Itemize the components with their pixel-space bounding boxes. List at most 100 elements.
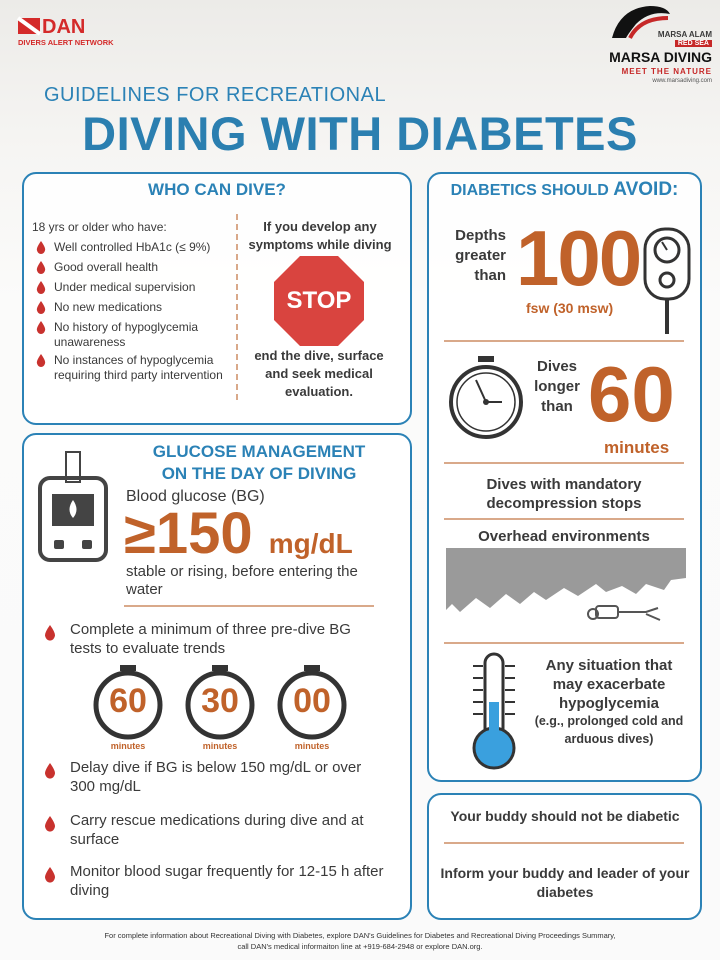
duration-label: Dives longer than	[534, 358, 580, 415]
drop-shape	[45, 763, 55, 779]
drop-shape	[36, 321, 46, 334]
marsa-url: www.marsadiving.com	[652, 78, 712, 84]
situation: Any situation that may exacerbate hypogl…	[545, 657, 673, 712]
bg-value: 150	[155, 501, 253, 566]
symptoms: If you develop any symptoms while diving	[248, 219, 392, 252]
avoid-title-text: DIABETICS SHOULD	[450, 182, 609, 199]
dan-flag	[16, 16, 42, 36]
timer-crown	[304, 665, 320, 671]
marsa-logo: MARSA ALAM RED SEA MARSA DIVING MEET THE…	[608, 4, 712, 88]
avoid-title: DIABETICS SHOULD AVOID:	[427, 179, 702, 201]
glucose-title: GLUCOSE MANAGEMENT ON THE DAY OF DIVING	[104, 441, 414, 485]
subtitle: GUIDELINES FOR RECREATIONAL	[44, 84, 387, 106]
marsa-emblem	[612, 6, 670, 39]
drop-shape	[36, 301, 46, 314]
marsa-name: MARSA DIVING	[609, 49, 712, 65]
stop-sign	[274, 256, 364, 346]
decompression: Dives with mandatory decompression stops	[486, 476, 642, 512]
criterion: Well controlled HbA1c (≤ 9%)	[54, 240, 211, 254]
timer-value: 30	[201, 682, 239, 720]
criterion: Under medical supervision	[54, 280, 196, 294]
timer-value: 60	[109, 682, 147, 720]
drop-icon	[45, 625, 55, 641]
buddy-panel	[427, 793, 702, 920]
dan-name: DAN	[42, 16, 86, 38]
divider	[124, 605, 374, 607]
buddy-item: Inform your buddy and leader of your dia…	[440, 865, 690, 900]
depth-label: Depths greater than	[455, 227, 506, 284]
timer-ring	[185, 670, 255, 740]
thermometer	[472, 652, 516, 770]
who-intro: 18 yrs or older who have:	[32, 220, 167, 234]
duration-value: 60	[588, 350, 675, 438]
action: end the dive, surface and seek medical e…	[254, 348, 384, 399]
marsa-tagline: MEET THE NATURE	[621, 67, 712, 76]
footer: For complete information about Recreatio…	[0, 930, 720, 952]
divider	[444, 842, 684, 844]
drop-shape	[36, 241, 46, 254]
glucose-bullet: Monitor blood sugar frequently for 12-15…	[70, 863, 384, 899]
avoid-panel	[427, 172, 702, 782]
drop-icon	[36, 321, 46, 334]
timer-icon	[93, 665, 163, 740]
drop-shape	[45, 625, 55, 641]
glucose-title-line: ON THE DAY OF DIVING	[161, 464, 357, 483]
drop-icon	[45, 867, 55, 883]
drop-icon	[36, 261, 46, 274]
divider	[444, 642, 684, 644]
depth-unit: fsw (30 msw)	[526, 300, 614, 316]
criterion: Good overall health	[54, 260, 159, 274]
footer-line: call DAN's medical informaiton line at +…	[237, 942, 483, 951]
who-divider	[236, 214, 238, 400]
divider	[444, 340, 684, 342]
avoid-title-emph: AVOID:	[613, 179, 679, 200]
buddy-item: Your buddy should not be diabetic	[450, 808, 680, 824]
timer-icon	[277, 665, 347, 740]
drop-shape	[45, 867, 55, 883]
timer-crown	[212, 665, 228, 671]
dan-sub: DIVERS ALERT NETWORK	[18, 38, 114, 47]
divider	[444, 518, 684, 520]
bg-threshold: ≥150 mg/dL	[124, 502, 353, 576]
timer-value: 00	[293, 682, 331, 720]
bg-unit: mg/dL	[268, 528, 353, 559]
drop-icon	[36, 241, 46, 254]
situation-note: (e.g., prolonged cold and arduous dives)	[534, 714, 684, 746]
bg-note: stable or rising, before entering the wa…	[126, 563, 358, 598]
tests-text: Complete a minimum of three pre-dive BG …	[70, 621, 351, 657]
footer-line: For complete information about Recreatio…	[104, 931, 616, 940]
title: DIVING WITH DIABETES	[82, 107, 638, 160]
timer-ring	[277, 670, 347, 740]
criterion: No new medications	[54, 300, 163, 314]
drop-shape	[45, 816, 55, 832]
timer-label: minutes	[294, 741, 330, 751]
depth-gauge	[643, 227, 691, 334]
timer-icon	[185, 665, 255, 740]
bg-symbol: ≥	[124, 501, 156, 566]
timer-crown	[120, 665, 136, 671]
marsa-top: MARSA ALAM	[657, 30, 712, 39]
drop-shape	[36, 281, 46, 294]
overhead: Overhead environments	[478, 528, 650, 545]
glucose-title-line: GLUCOSE MANAGEMENT	[152, 442, 366, 461]
cave-graphic	[446, 548, 686, 621]
drop-icon	[36, 281, 46, 294]
duration-unit: minutes	[604, 438, 670, 457]
divider	[444, 462, 684, 464]
marsa-badge: RED SEA	[674, 40, 712, 47]
criterion: No history of hypoglycemia unawareness	[54, 320, 199, 349]
who-title: WHO CAN DIVE?	[148, 180, 286, 199]
bg-label: Blood glucose (BG)	[126, 488, 265, 505]
drop-icon	[36, 354, 46, 367]
glucose-bullet: Delay dive if BG is below 150 mg/dL or o…	[70, 759, 362, 795]
drop-icon	[36, 301, 46, 314]
timer-ring	[93, 670, 163, 740]
drop-icon	[45, 763, 55, 779]
depth-value: 100	[516, 214, 642, 302]
stopwatch	[449, 356, 523, 439]
drop-shape	[36, 354, 46, 367]
glucose-bullet: Carry rescue medications during dive and…	[70, 812, 364, 848]
timer-label: minutes	[202, 741, 238, 751]
drop-shape	[36, 261, 46, 274]
